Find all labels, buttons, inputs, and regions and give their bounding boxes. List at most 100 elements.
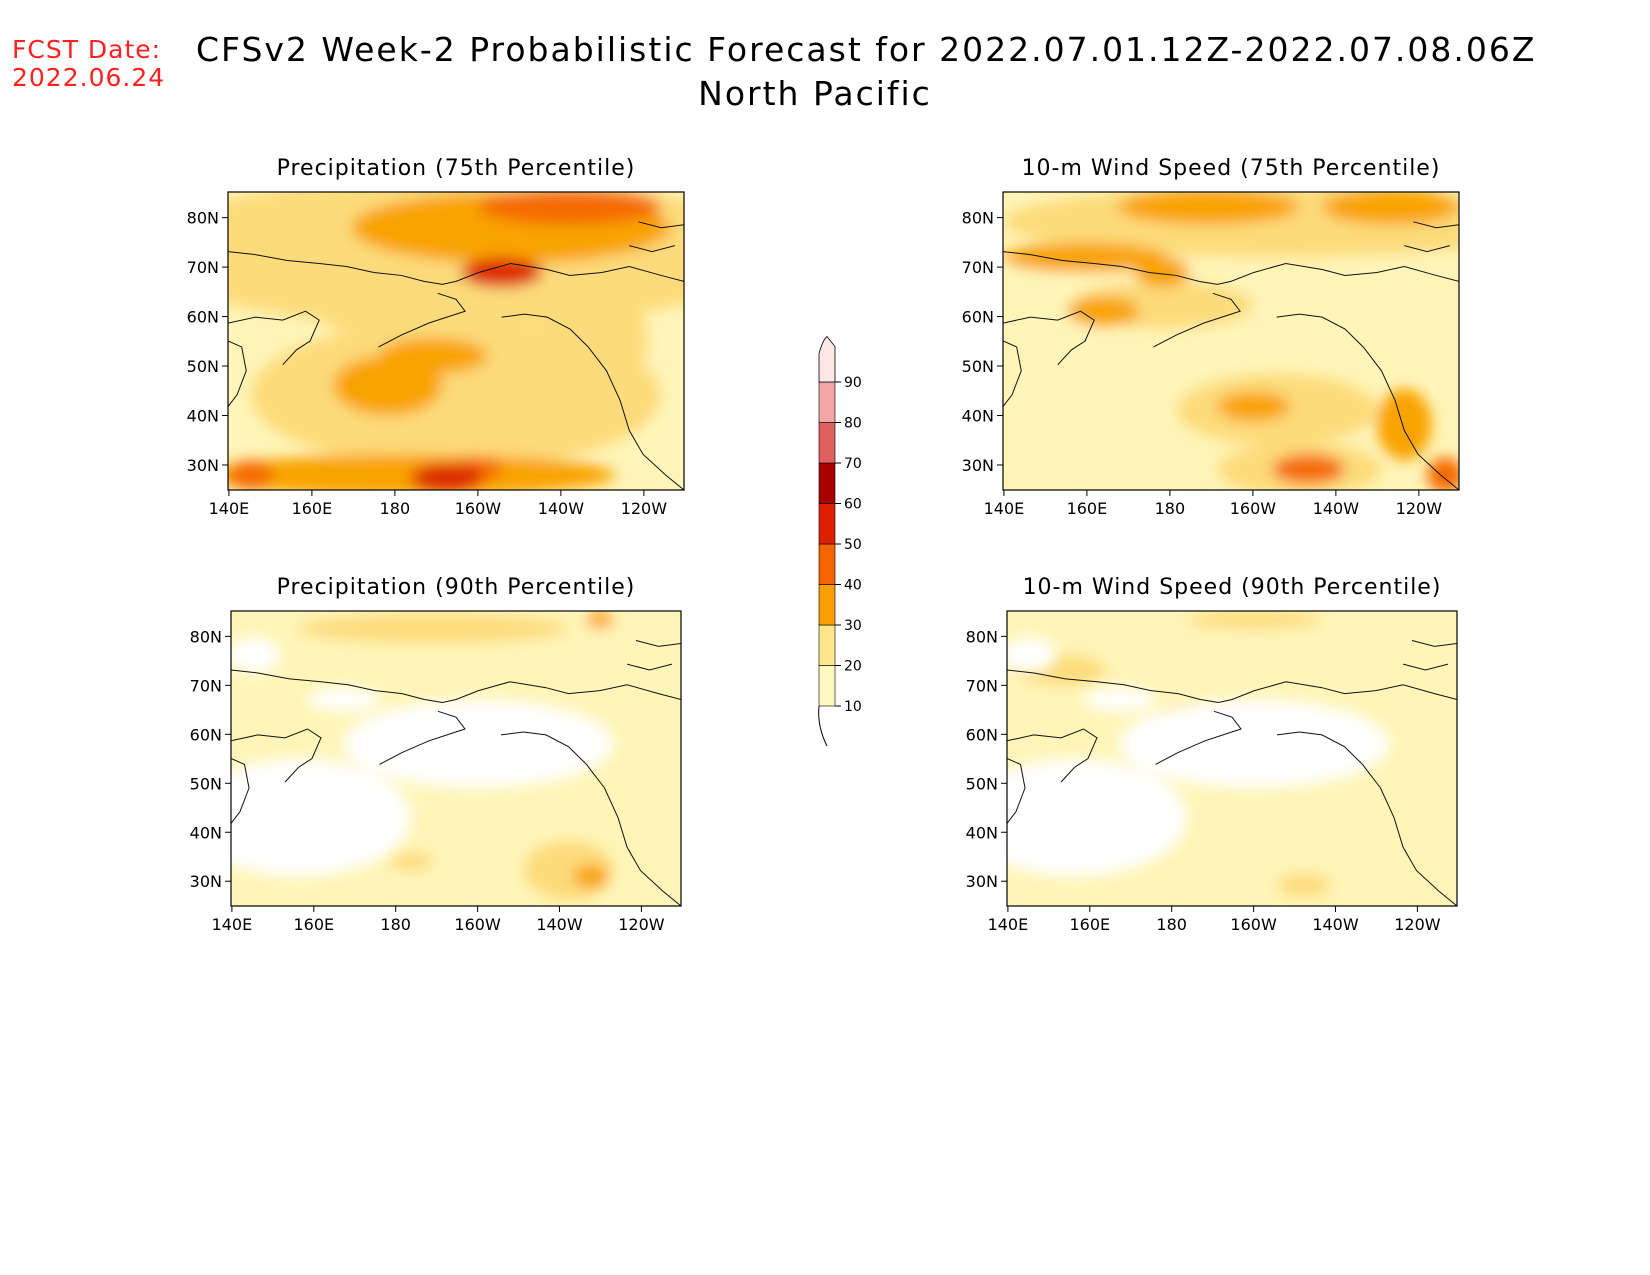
- probability-region: [1003, 242, 1168, 273]
- lon-label: 180: [380, 499, 411, 518]
- probability-field: [1007, 611, 1457, 906]
- colorbar-swatch: [818, 381, 836, 423]
- lon-label: 140E: [984, 499, 1025, 518]
- lon-label: 140W: [1312, 915, 1359, 934]
- probability-field: [231, 611, 681, 906]
- coastline: [1404, 245, 1451, 253]
- colorbar-label: 70: [844, 456, 862, 472]
- low-probability-region: [1007, 637, 1057, 673]
- probability-region: [1277, 873, 1331, 898]
- colorbar-swatch: [818, 543, 836, 585]
- figure-subtitle: North Pacific: [698, 74, 932, 113]
- precip-75-panel: Precipitation (75th Percentile) 80N 70N 60N…: [187, 156, 685, 518]
- coastline: [629, 245, 676, 253]
- lat-label: 50N: [962, 357, 994, 376]
- probability-region: [1052, 611, 1457, 659]
- probability-region: [1427, 457, 1459, 490]
- probability-region: [1272, 454, 1345, 485]
- coastline: [228, 251, 684, 285]
- lon-label: 160E: [293, 915, 334, 934]
- probability-region: [1117, 317, 1391, 365]
- lat-label: 40N: [187, 407, 219, 426]
- panel-frame: [227, 191, 685, 491]
- probability-region: [1385, 811, 1430, 871]
- colorbar-swatch: [818, 335, 836, 383]
- panel-title: 10-m Wind Speed (90th Percentile): [1023, 575, 1442, 600]
- colorbar-swatch: [818, 503, 836, 545]
- coastline: [1153, 292, 1241, 348]
- probability-region: [240, 664, 330, 735]
- lat-label: 70N: [962, 258, 994, 277]
- coastline: [1003, 310, 1095, 366]
- forecast-date-label: FCST Date:: [12, 35, 162, 64]
- coastline: [379, 710, 466, 765]
- lat-label: 30N: [187, 456, 219, 475]
- coastline: [638, 221, 684, 229]
- forecast-date-block: FCST Date: 2022.06.24: [12, 36, 165, 92]
- coastline: [228, 340, 247, 407]
- probability-region: [1187, 611, 1322, 629]
- coastline: [1276, 313, 1459, 490]
- lon-label: 180: [1155, 499, 1186, 518]
- probability-region: [460, 257, 543, 288]
- lon-label: 140E: [209, 499, 250, 518]
- probability-region: [228, 460, 274, 490]
- colorbar-label: 10: [844, 699, 862, 715]
- colorbar: 10 20 30 40 50 60 70 80 90: [818, 335, 862, 747]
- probability-region: [1135, 257, 1190, 288]
- coastline: [501, 313, 684, 490]
- forecast-date-value: 2022.06.24: [12, 63, 166, 92]
- panel-frame: [230, 610, 682, 907]
- lon-label: 140W: [536, 915, 583, 934]
- probability-region: [388, 852, 434, 871]
- colorbar-label: 90: [844, 375, 862, 391]
- lat-label: 60N: [187, 308, 219, 327]
- probability-region: [1178, 802, 1358, 862]
- probability-region: [319, 302, 411, 333]
- panel-title: 10-m Wind Speed (75th Percentile): [1022, 156, 1441, 181]
- colorbar-label: 50: [844, 537, 862, 553]
- colorbar-swatch: [818, 584, 836, 626]
- lat-label: 40N: [962, 407, 994, 426]
- coastline: [1413, 221, 1459, 229]
- low-probability-region: [1007, 758, 1187, 877]
- lat-label: 50N: [187, 357, 219, 376]
- lon-label: 140E: [212, 915, 253, 934]
- lon-label: 180: [1156, 915, 1187, 934]
- coastline: [1402, 663, 1449, 671]
- low-probability-region: [343, 699, 614, 788]
- probability-region: [478, 192, 662, 225]
- lat-label: 50N: [966, 774, 998, 793]
- probability-region: [1322, 192, 1459, 225]
- probability-region: [378, 338, 488, 374]
- lon-label: 160W: [455, 499, 502, 518]
- lon-label: 160E: [1069, 915, 1110, 934]
- panel-title: Precipitation (75th Percentile): [277, 156, 636, 181]
- coastline: [635, 640, 681, 647]
- lon-label: 160W: [1230, 915, 1277, 934]
- panel-frame: [1002, 191, 1460, 491]
- precip-90-panel: Precipitation (90th Percentile) 80N 70N 60N…: [190, 575, 682, 934]
- lon-label: 140W: [1313, 499, 1360, 518]
- lat-label: 60N: [190, 725, 222, 744]
- lat-label: 60N: [966, 725, 998, 744]
- colorbar-label: 60: [844, 497, 862, 513]
- colorbar-swatch: [818, 462, 836, 504]
- coastline: [1003, 251, 1459, 285]
- lat-label: 80N: [190, 627, 222, 646]
- probability-region: [410, 463, 484, 490]
- low-probability-region: [307, 687, 380, 712]
- panel-title: Precipitation (90th Percentile): [277, 575, 636, 600]
- lat-label: 30N: [190, 872, 222, 891]
- colorbar-tail: [818, 705, 828, 747]
- lon-label: 120W: [1396, 499, 1443, 518]
- panel-frame: [1006, 610, 1458, 907]
- coastline: [1007, 758, 1026, 824]
- lon-label: 120W: [618, 915, 665, 934]
- probability-region: [298, 613, 569, 644]
- lon-label: 140E: [988, 915, 1029, 934]
- wind-75-panel: 10-m Wind Speed (75th Percentile) 80N 70N 6…: [962, 156, 1460, 518]
- lon-label: 160E: [292, 499, 333, 518]
- probability-region: [1117, 192, 1300, 225]
